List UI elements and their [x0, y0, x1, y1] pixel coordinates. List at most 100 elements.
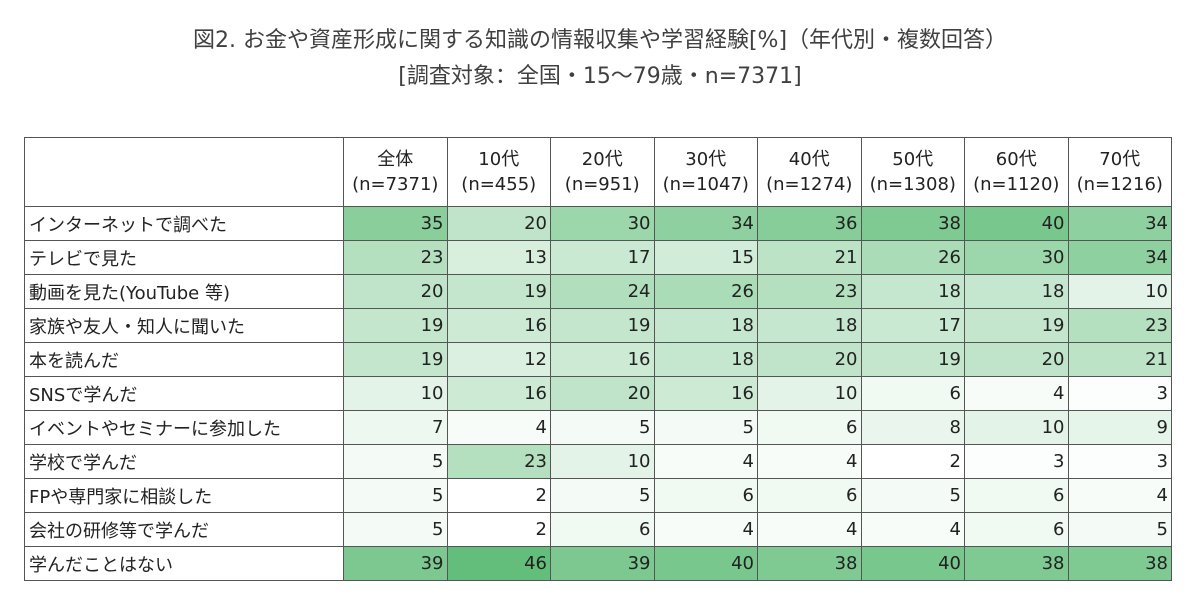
heatmap-cell: 40: [653, 546, 758, 581]
chart-subtitle: [調査対象：全国・15～79歳・n=7371]: [398, 64, 802, 89]
chart-title: 図2. お金や資産形成に関する知識の情報収集や学習経験[%]（年代別・複数回答）: [192, 28, 1008, 53]
heatmap-cell: 18: [860, 274, 965, 309]
heatmap-cell: 10: [964, 410, 1069, 445]
column-header: 60代 (n=1120): [964, 137, 1069, 207]
heatmap-cell: 39: [550, 546, 655, 581]
heatmap-cell: 3: [1067, 444, 1172, 479]
heatmap-cell: 18: [757, 308, 862, 343]
heatmap-cell: 5: [343, 444, 448, 479]
heatmap-cell: 40: [860, 546, 965, 581]
column-header: 10代 (n=455): [446, 137, 551, 207]
column-header: 70代 (n=1216): [1067, 137, 1172, 207]
heatmap-cell: 4: [757, 444, 862, 479]
corner-cell: [24, 137, 344, 207]
heatmap-cell: 38: [1067, 546, 1172, 581]
heatmap-table: 全体 (n=7371) 10代 (n=455) 20代 (n=951) 30代 (n=1047…: [24, 137, 1172, 581]
heatmap-cell: 10: [757, 376, 862, 411]
heatmap-cell: 8: [860, 410, 965, 445]
heatmap-cell: 6: [964, 512, 1069, 547]
heatmap-cell: 19: [550, 308, 655, 343]
column-header-name: 30代: [685, 149, 727, 170]
heatmap-cell: 4: [860, 512, 965, 547]
heatmap-cell: 23: [446, 444, 551, 479]
column-header: 40代 (n=1274): [757, 137, 862, 207]
heatmap-cell: 16: [446, 376, 551, 411]
heatmap-cell: 40: [964, 206, 1069, 241]
column-header-name: 70代: [1099, 149, 1141, 170]
heatmap-cell: 3: [1067, 376, 1172, 411]
heatmap-cell: 5: [343, 478, 448, 513]
heatmap-cell: 6: [757, 410, 862, 445]
heatmap-cell: 5: [343, 512, 448, 547]
heatmap-cell: 18: [964, 274, 1069, 309]
column-header-sample-size: (n=1216): [1076, 174, 1163, 195]
column-header-sample-size: (n=1274): [766, 174, 853, 195]
heatmap-cell: 36: [757, 206, 862, 241]
table-row: 本を読んだ 19 12 16 18 20 19 20 21: [24, 342, 1172, 377]
heatmap-cell: 23: [1067, 308, 1172, 343]
heatmap-cell: 6: [964, 478, 1069, 513]
heatmap-cell: 20: [757, 342, 862, 377]
row-label: イベントやセミナーに参加した: [24, 410, 344, 445]
heatmap-cell: 26: [653, 274, 758, 309]
heatmap-cell: 38: [860, 206, 965, 241]
heatmap-cell: 23: [343, 240, 448, 275]
heatmap-cell: 13: [446, 240, 551, 275]
heatmap-cell: 20: [446, 206, 551, 241]
heatmap-cell: 5: [860, 478, 965, 513]
table-row: イベントやセミナーに参加した 7 4 5 5 6 8 10 9: [24, 410, 1172, 445]
heatmap-cell: 6: [860, 376, 965, 411]
heatmap-cell: 30: [964, 240, 1069, 275]
column-header-sample-size: (n=1120): [973, 174, 1060, 195]
column-header-sample-size: (n=455): [461, 174, 537, 195]
heatmap-cell: 10: [550, 444, 655, 479]
heatmap-cell: 16: [550, 342, 655, 377]
heatmap-cell: 6: [757, 478, 862, 513]
heatmap-cell: 26: [860, 240, 965, 275]
heatmap-cell: 7: [343, 410, 448, 445]
row-label: SNSで学んだ: [24, 376, 344, 411]
column-header-name: 40代: [788, 149, 830, 170]
heatmap-cell: 21: [757, 240, 862, 275]
heatmap-cell: 19: [446, 274, 551, 309]
heatmap-cell: 16: [446, 308, 551, 343]
row-label: インターネットで調べた: [24, 206, 344, 241]
heatmap-cell: 4: [653, 444, 758, 479]
table-row: 会社の研修等で学んだ 5 2 6 4 4 4 6 5: [24, 512, 1172, 547]
table-body: インターネットで調べた 35 20 30 34 36 38 40 34 テレビで見た 23 13 17 1…: [24, 206, 1172, 581]
heatmap-cell: 5: [653, 410, 758, 445]
heatmap-cell: 18: [653, 308, 758, 343]
heatmap-cell: 34: [653, 206, 758, 241]
column-header: 30代 (n=1047): [653, 137, 758, 207]
column-header: 全体 (n=7371): [343, 137, 448, 207]
heatmap-cell: 34: [1067, 240, 1172, 275]
heatmap-cell: 9: [1067, 410, 1172, 445]
table-row: インターネットで調べた 35 20 30 34 36 38 40 34: [24, 206, 1172, 241]
heatmap-cell: 39: [343, 546, 448, 581]
heatmap-cell: 46: [446, 546, 551, 581]
table-row: テレビで見た 23 13 17 15 21 26 30 34: [24, 240, 1172, 275]
heatmap-cell: 2: [446, 512, 551, 547]
heatmap-cell: 4: [653, 512, 758, 547]
column-header-name: 50代: [892, 149, 934, 170]
heatmap-cell: 5: [550, 478, 655, 513]
heatmap-cell: 38: [964, 546, 1069, 581]
heatmap-cell: 10: [343, 376, 448, 411]
column-header: 20代 (n=951): [550, 137, 655, 207]
heatmap-cell: 30: [550, 206, 655, 241]
column-header: 50代 (n=1308): [860, 137, 965, 207]
heatmap-cell: 19: [964, 308, 1069, 343]
heatmap-cell: 4: [964, 376, 1069, 411]
table-row: 家族や友人・知人に聞いた 19 16 19 18 18 17 19 23: [24, 308, 1172, 343]
heatmap-cell: 17: [550, 240, 655, 275]
row-label: 動画を見た(YouTube 等): [24, 274, 344, 309]
heatmap-cell: 20: [343, 274, 448, 309]
column-header-sample-size: (n=951): [564, 174, 640, 195]
heatmap-cell: 12: [446, 342, 551, 377]
table-row: 学校で学んだ 5 23 10 4 4 2 3 3: [24, 444, 1172, 479]
heatmap-cell: 19: [343, 308, 448, 343]
heatmap-cell: 4: [1067, 478, 1172, 513]
row-label: 会社の研修等で学んだ: [24, 512, 344, 547]
table-row: SNSで学んだ 10 16 20 16 10 6 4 3: [24, 376, 1172, 411]
column-header-sample-size: (n=7371): [352, 174, 439, 195]
